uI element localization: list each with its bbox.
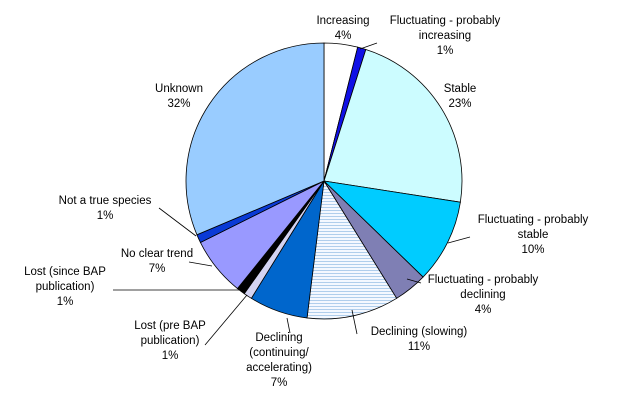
slice-labels: Increasing 4% Fluctuating - probably increa… [24, 15, 588, 389]
slice-label-no-clear-trend: No clear trend 7% [121, 248, 193, 275]
leader-line-no-clear-trend [188, 261, 213, 267]
leader-lines [113, 42, 471, 346]
slice-label-lost-since-bap-publication: Lost (since BAP publication) 1% [24, 266, 106, 308]
slice-label-fluctuating-probably-stable: Fluctuating - probably stable 10% [478, 214, 589, 256]
leader-line-declining-continuing-accelerating [286, 317, 291, 334]
slice-label-stable: Stable 23% [444, 83, 477, 110]
leader-line-not-a-true-species [158, 207, 197, 237]
leader-line-declining-slowing [351, 309, 358, 335]
slice-label-declining-continuing-accelerating: Declining (continuing/accelerating) 7% [246, 332, 312, 389]
leader-line-lost-pre-bap-publication [204, 294, 248, 346]
pie-slice-unknown [185, 42, 325, 236]
slice-label-declining-slowing: Declining (slowing) 11% [371, 326, 468, 353]
slice-label-increasing: Increasing 4% [316, 15, 369, 42]
leader-line-fluctuating-probably-stable [447, 236, 471, 244]
slice-label-unknown: Unknown 32% [155, 83, 203, 110]
slice-label-lost-pre-bap-publication: Lost (pre BAP publication) 1% [134, 320, 206, 362]
leader-line-fluctuating-probably-increasing [359, 42, 378, 50]
pie-slice-fluctuating-probably-stable [322, 180, 461, 278]
leader-line-fluctuating-probably-declining [406, 278, 422, 284]
slice-label-fluctuating-probably-declining: Fluctuating - probably declining 4% [428, 274, 539, 316]
pie-slices [185, 42, 463, 320]
pie-slice-stable [323, 48, 463, 203]
slice-label-not-a-true-species: Not a true species 1% [59, 195, 152, 222]
slice-label-fluctuating-probably-increasing: Fluctuating - probably increasing 1% [390, 15, 501, 57]
